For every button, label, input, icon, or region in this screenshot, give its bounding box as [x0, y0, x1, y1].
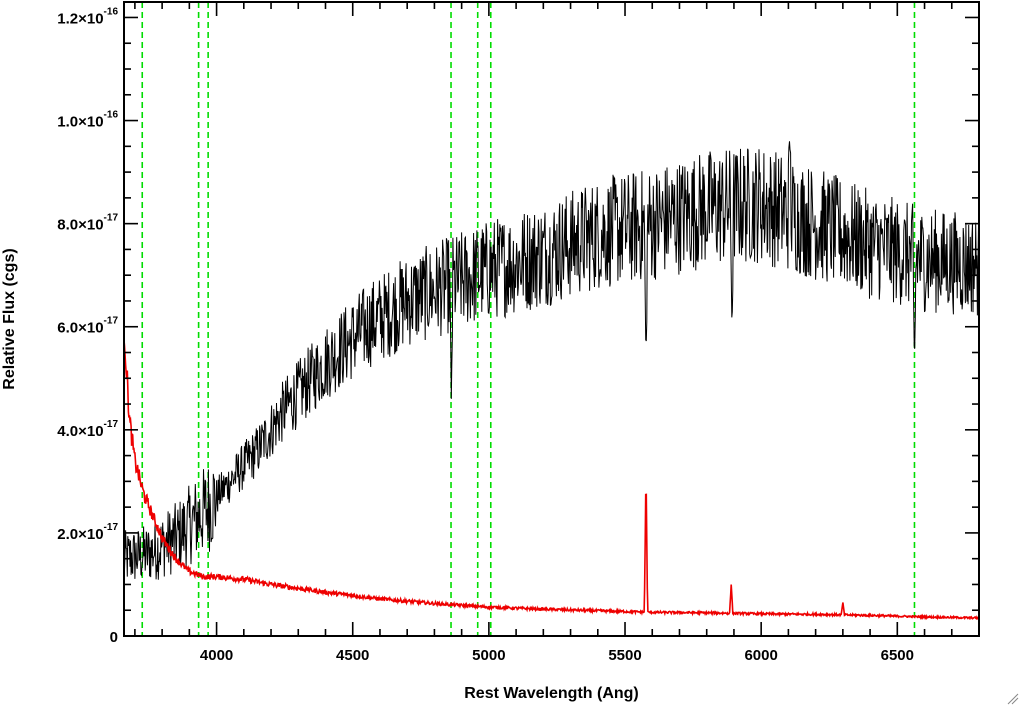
y-tick-labels: 0 2.0×10-17 4.0×10-17 6.0×10-17 8.0×10-17 1.0…	[57, 6, 118, 646]
resize-grip-icon[interactable]	[1007, 693, 1019, 705]
x-tick-label: 5500	[608, 647, 641, 664]
x-tick-label: 4000	[200, 647, 233, 664]
y-tick-label: 8.0×10-17	[57, 213, 118, 234]
series-line-1	[123, 141, 980, 580]
axis-ticks	[124, 2, 980, 637]
y-tick-label: 6.0×10-17	[57, 316, 118, 337]
plot-frame	[123, 1, 980, 637]
x-tick-label: 5000	[472, 647, 505, 664]
y-tick-label: 2.0×10-17	[57, 522, 118, 543]
series-layer	[123, 141, 980, 621]
y-tick-label: 1.0×10-16	[57, 110, 118, 131]
x-axis-title: Rest Wavelength (Ang)	[464, 685, 639, 702]
y-tick-label: 1.2×10-16	[57, 6, 118, 27]
x-tick-label: 4500	[336, 647, 369, 664]
y-axis-title: Relative Flux (cgs)	[1, 248, 18, 389]
x-tick-labels: 4000 4500 5000 5500 6000 6500	[200, 647, 914, 664]
series-line-2	[123, 339, 980, 621]
x-tick-label: 6000	[744, 647, 777, 664]
x-tick-label: 6500	[881, 647, 914, 664]
y-tick-label: 0	[110, 629, 118, 646]
reference-lines	[141, 2, 916, 636]
y-tick-label: 4.0×10-17	[57, 419, 118, 440]
